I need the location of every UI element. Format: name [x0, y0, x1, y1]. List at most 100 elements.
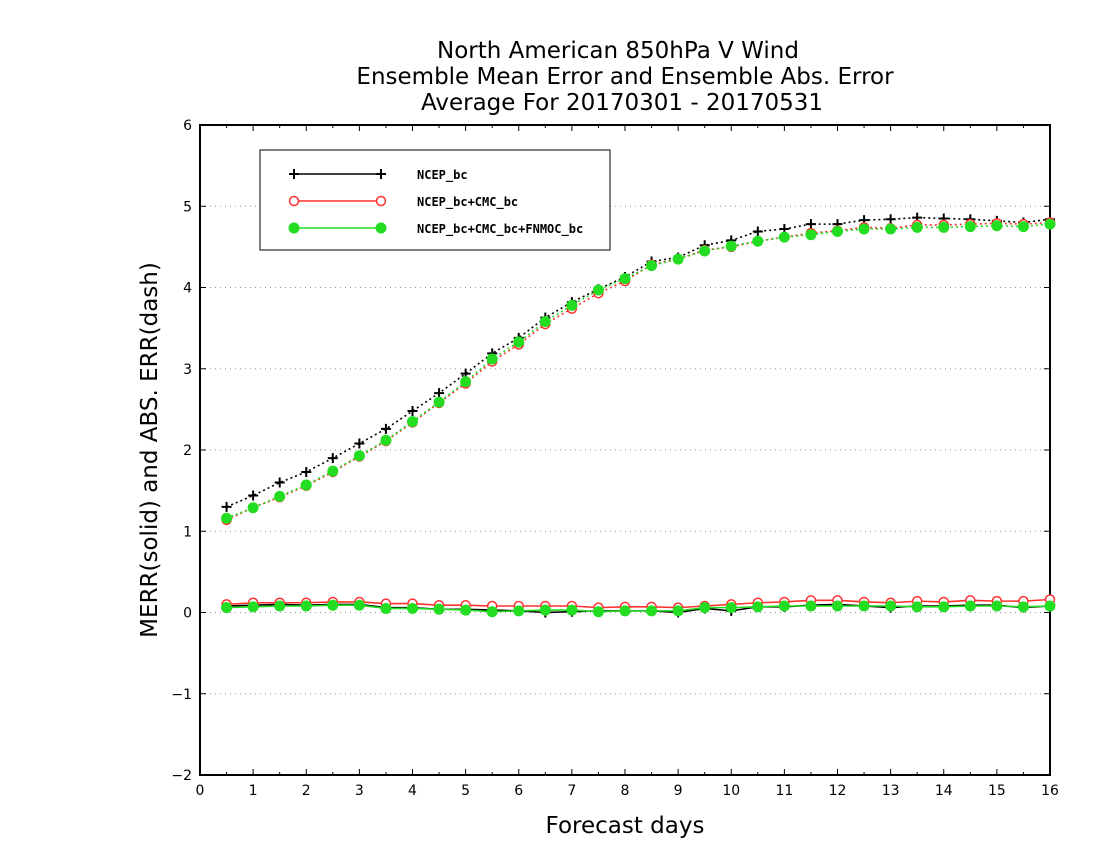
legend-marker	[376, 169, 386, 179]
abs-err-point	[1044, 218, 1056, 230]
legend-label: NCEP_bc+CMC_bc	[417, 195, 518, 210]
merr-point	[1044, 600, 1056, 612]
abs-err-point	[885, 214, 896, 225]
legend-box	[259, 149, 611, 251]
legend-marker	[375, 195, 387, 207]
merr-point	[619, 605, 631, 617]
merr-point	[566, 604, 578, 616]
abs-err-point	[407, 416, 418, 428]
merr-point	[964, 600, 976, 612]
merr-point	[486, 606, 498, 618]
merr-point	[274, 600, 286, 612]
y-axis-label: MERR(solid) and ABS. ERR(dash)	[137, 262, 163, 638]
abs-err-point	[991, 220, 1003, 232]
abs-err-point	[274, 490, 286, 502]
abs-err-point	[221, 512, 233, 524]
legend-marker	[288, 195, 300, 207]
legend-marker	[288, 222, 300, 234]
title-line-2: Ensemble Mean Error and Ensemble Abs. Er…	[356, 64, 894, 90]
merr-point	[407, 602, 418, 614]
x-tick-label: 16	[1041, 783, 1059, 799]
abs-err-point	[725, 240, 737, 252]
abs-err-point	[539, 316, 551, 328]
merr-point	[247, 601, 259, 613]
merr-point	[991, 600, 1003, 612]
chart-title: North American 850hPa V Wind Ensemble Me…	[356, 38, 894, 116]
legend-marker	[289, 169, 299, 179]
abs-err-point	[778, 231, 790, 243]
abs-err-point	[247, 502, 259, 514]
x-tick-label: 7	[567, 783, 576, 799]
abs-err-point	[646, 260, 658, 272]
x-tick-label: 0	[196, 783, 205, 799]
abs-err-point	[221, 501, 232, 512]
merr-point	[539, 604, 551, 616]
abs-err-point	[938, 221, 950, 233]
y-tick-label: 3	[183, 362, 192, 378]
abs-err-point	[805, 219, 816, 230]
merr-point	[752, 601, 764, 613]
abs-err-point	[566, 299, 578, 311]
y-tick-label: −1	[171, 687, 192, 703]
abs-err-point	[407, 406, 418, 416]
x-tick-label: 15	[988, 783, 1006, 799]
abs-err-point	[460, 376, 472, 388]
x-tick-label: 14	[935, 783, 953, 799]
abs-err-point	[885, 223, 897, 235]
abs-err-point	[486, 353, 498, 365]
abs-err-line	[226, 221, 1051, 521]
merr-point	[672, 605, 684, 617]
y-tick-label: 4	[183, 281, 192, 297]
merr-point	[646, 605, 658, 617]
x-tick-label: 9	[674, 783, 683, 799]
x-tick-label: 4	[408, 783, 417, 799]
x-tick-label: 1	[249, 783, 258, 799]
abs-err-point	[1017, 221, 1029, 233]
merr-point	[433, 603, 445, 615]
merr-point	[805, 600, 817, 612]
abs-err-point	[433, 396, 445, 408]
abs-err-point	[619, 273, 631, 285]
merr-point	[380, 602, 392, 614]
abs-err-point	[327, 453, 338, 464]
abs-err-point	[832, 225, 843, 237]
x-tick-label: 6	[514, 783, 523, 799]
merr-point	[911, 601, 923, 613]
merr-point	[858, 600, 870, 612]
abs-err-point	[592, 284, 604, 296]
merr-point	[938, 601, 950, 613]
abs-err-point	[353, 450, 365, 462]
abs-err-point	[699, 245, 711, 257]
x-tick-label: 13	[882, 783, 900, 799]
abs-err-point	[248, 490, 259, 501]
merr-point	[592, 606, 604, 618]
merr-point	[353, 599, 365, 611]
abs-err-point	[380, 434, 392, 446]
abs-err-point	[964, 221, 976, 233]
merr-point	[778, 600, 790, 612]
merr-point	[832, 600, 843, 612]
y-tick-label: 2	[183, 443, 192, 459]
abs-err-point	[672, 253, 684, 265]
abs-err-point	[434, 388, 445, 399]
x-tick-label: 5	[461, 783, 470, 799]
abs-err-point	[300, 479, 312, 491]
y-tick-label: −2	[171, 768, 192, 784]
x-tick-label: 12	[829, 783, 847, 799]
abs-err-point	[327, 465, 339, 477]
x-tick-label: 3	[355, 783, 364, 799]
legend: NCEP_bc NCEP_bc+CMC_bc NCEP_bc+CMC_bc+FNMO…	[259, 149, 611, 251]
abs-err-point	[752, 226, 763, 237]
y-tick-label: 5	[183, 199, 192, 215]
title-line-3: Average For 20170301 - 20170531	[421, 90, 823, 116]
abs-err-point	[380, 423, 391, 434]
x-tick-label: 8	[621, 783, 630, 799]
merr-point	[725, 602, 737, 614]
abs-err-line	[226, 223, 1051, 519]
legend-marker	[375, 222, 387, 234]
merr-point	[221, 602, 233, 614]
series-2	[221, 218, 1056, 618]
y-tick-label: 0	[183, 606, 192, 622]
